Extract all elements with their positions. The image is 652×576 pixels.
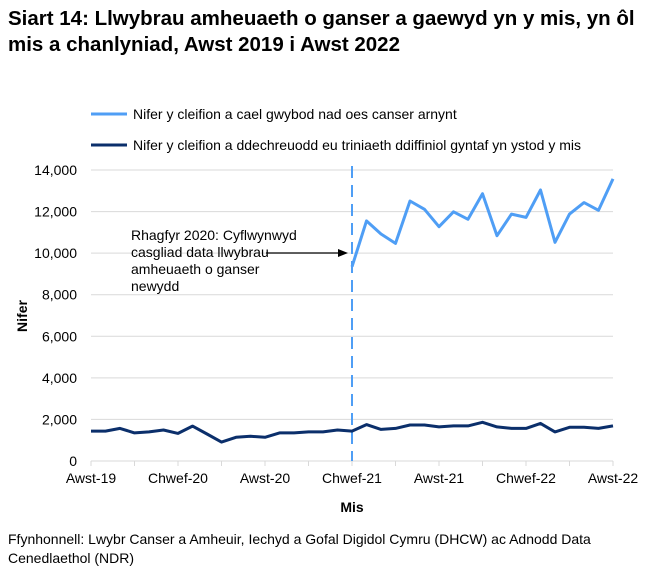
legend: Nifer y cleifion a cael gwybod nad oes c… <box>91 106 581 153</box>
y-tick-label: 0 <box>69 453 77 469</box>
y-tick-label: 10,000 <box>34 245 77 261</box>
y-tick-label: 4,000 <box>42 370 77 386</box>
x-tick-label: Awst-22 <box>588 470 639 486</box>
x-tick-label: Awst-20 <box>240 470 291 486</box>
line-chart: 0 2,000 4,000 6,000 8,000 10,000 12,000 14,000 A… <box>14 106 638 515</box>
y-axis-title: Nifer <box>14 300 30 332</box>
chart-title: Siart 14: Llwybrau amheuaeth o ganser a … <box>8 7 635 56</box>
series-lines <box>90 166 615 461</box>
axes: 0 2,000 4,000 6,000 8,000 10,000 12,000 14,000 A… <box>14 162 638 515</box>
annotation-text: casgliad data llwybrau <box>131 244 269 260</box>
legend-label: Nifer y cleifion a ddechreuodd eu trinia… <box>133 137 581 153</box>
source-note: Ffynhonnell: Lwybr Canser a Amheuir, Iec… <box>8 531 591 566</box>
legend-label: Nifer y cleifion a cael gwybod nad oes c… <box>133 106 457 122</box>
y-tick-label: 6,000 <box>42 328 77 344</box>
x-tick-label: Awst-19 <box>66 470 117 486</box>
x-axis-title: Mis <box>340 499 364 515</box>
annotation-text: amheuaeth o ganser <box>131 261 260 277</box>
x-tick-label: Awst-21 <box>414 470 465 486</box>
y-tick-label: 2,000 <box>42 411 77 427</box>
y-tick-label: 12,000 <box>34 204 77 220</box>
y-tick-label: 8,000 <box>42 287 77 303</box>
arrowhead-icon <box>338 249 348 257</box>
x-tick-label: Chwef-21 <box>322 470 382 486</box>
x-tick-label: Chwef-22 <box>496 470 556 486</box>
y-tick-label: 14,000 <box>34 162 77 178</box>
annotation-text: Rhagfyr 2020: Cyflwynwyd <box>131 227 297 243</box>
x-tick-label: Chwef-20 <box>148 470 208 486</box>
annotation-text: newydd <box>131 278 179 294</box>
